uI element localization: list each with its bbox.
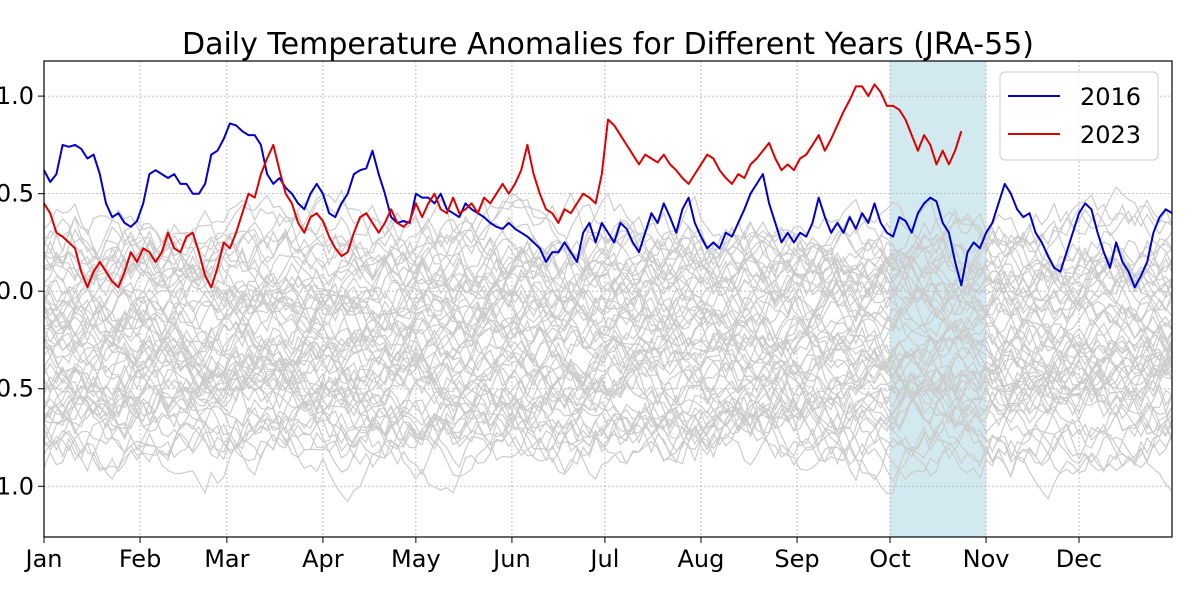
y-tick-label: 1.0 [0, 82, 34, 110]
x-tick-label: Feb [119, 545, 162, 573]
x-tick-label: Apr [302, 545, 344, 573]
background-year-line [43, 220, 1173, 306]
x-tick-label: Jul [588, 545, 619, 573]
x-axis: Jan Feb Mar Apr May Jun Jul Aug Sep Oct Nov Dec [24, 537, 1102, 573]
background-year-line [43, 198, 1173, 311]
y-tick-label: 0.5 [0, 180, 34, 208]
background-year-line [43, 365, 1173, 459]
background-year-line [43, 377, 1173, 469]
background-year-line [43, 186, 1173, 278]
background-year-line [43, 240, 1173, 331]
background-year-line [43, 263, 1173, 375]
background-year-line [43, 375, 1173, 503]
x-tick-label: Aug [678, 545, 725, 573]
background-year-line [43, 247, 1173, 340]
highlight-series [43, 83, 1173, 289]
plot-frame [43, 60, 1173, 538]
background-year-line [43, 382, 1173, 495]
y-tick-label: 0.0 [0, 277, 34, 305]
background-year-line [43, 215, 1173, 298]
background-year-line [43, 233, 1173, 339]
background-year-line [43, 386, 1173, 483]
background-year-line [43, 302, 1173, 399]
x-tick-label: Jun [491, 545, 531, 573]
background-year-line [43, 277, 1173, 386]
background-year-line [43, 374, 1173, 475]
legend: 2016 2023 [999, 71, 1159, 161]
x-tick-label: Mar [204, 545, 249, 573]
chart-title: Daily Temperature Anomalies for Differen… [182, 27, 1034, 62]
x-tick-label: Dec [1056, 545, 1102, 573]
y-axis: 1.0 0.5 0.0 0.5 1.0 [0, 82, 44, 500]
background-year-line [43, 333, 1173, 421]
y-tick-label: 1.0 [0, 472, 34, 500]
x-tick-label: Jan [24, 545, 63, 573]
background-year-line [43, 228, 1173, 343]
legend-box [999, 71, 1159, 161]
legend-label: 2023 [1080, 121, 1141, 149]
x-tick-label: Nov [963, 545, 1010, 573]
legend-label: 2016 [1080, 83, 1141, 111]
series-line-2023 [43, 83, 963, 289]
background-year-line [43, 282, 1173, 397]
y-tick-label: 0.5 [0, 375, 34, 403]
x-tick-label: Sep [774, 545, 819, 573]
background-year-line [43, 394, 1173, 481]
background-year-line [43, 343, 1173, 434]
background-year-line [43, 303, 1173, 402]
x-tick-label: Oct [869, 545, 911, 573]
series-line-2016 [43, 122, 1173, 289]
background-year-line [43, 356, 1173, 467]
background-year-line [43, 314, 1173, 398]
x-tick-label: May [391, 545, 441, 573]
background-year-line [43, 347, 1173, 433]
background-series [43, 186, 1173, 503]
background-year-line [43, 263, 1173, 358]
